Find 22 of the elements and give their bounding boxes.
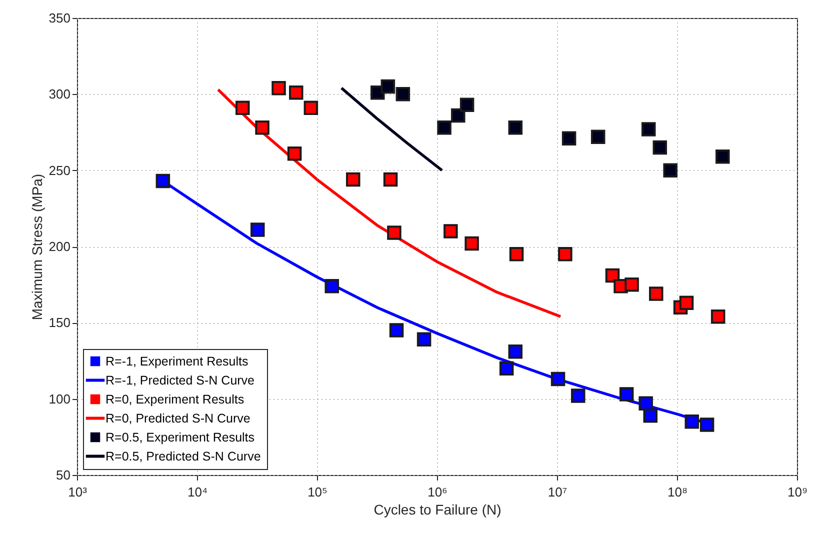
x-tick-label: 10⁵ [308, 484, 328, 500]
y-axis-title: Maximum Stress (MPa) [28, 174, 45, 320]
legend-label: R=-1, Predicted S-N Curve [106, 373, 255, 388]
legend-label: R=0, Predicted S-N Curve [106, 411, 250, 426]
y-tick-label: 250 [48, 162, 70, 178]
y-tick-label: 150 [48, 315, 70, 330]
y-tick-label: 100 [48, 391, 70, 406]
legend-label: R=0.5, Experiment Results [106, 430, 255, 444]
y-tick-label: 200 [48, 239, 70, 254]
x-tick-label: 10⁹ [787, 484, 808, 500]
legend-label: R=0, Experiment Results [106, 392, 244, 406]
y-tick-label: 300 [48, 86, 70, 102]
x-tick-label: 10⁶ [428, 484, 448, 500]
y-tick-label: 50 [56, 468, 70, 482]
x-tick-label: 10³ [68, 484, 88, 500]
y-tick-label: 350 [48, 10, 70, 26]
x-axis-title: Cycles to Failure (N) [374, 502, 502, 518]
legend-label: R=-1, Experiment Results [106, 354, 248, 368]
x-tick-label: 10⁸ [668, 484, 688, 500]
x-tick-label: 10⁴ [187, 484, 208, 500]
legend-label: R=0.5, Predicted S-N Curve [106, 449, 261, 464]
x-tick-label: 10⁷ [548, 484, 568, 500]
